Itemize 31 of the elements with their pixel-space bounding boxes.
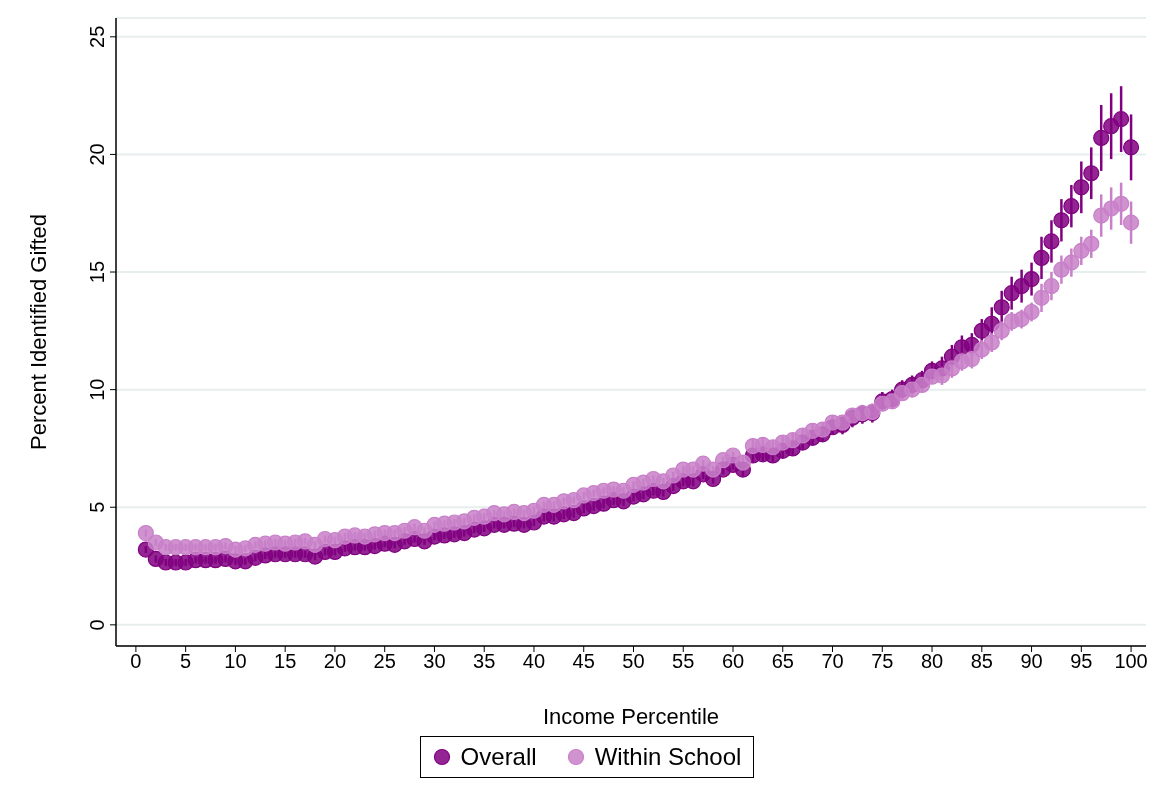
x-tick-label: 75 bbox=[871, 650, 894, 673]
x-tick-label: 90 bbox=[1020, 650, 1043, 673]
x-tick-label: 30 bbox=[423, 650, 446, 673]
legend-label: Within School bbox=[594, 743, 742, 771]
x-tick-label: 15 bbox=[274, 650, 297, 673]
y-tick-label: 15 bbox=[86, 260, 108, 284]
x-tick-label: 65 bbox=[771, 650, 794, 673]
x-tick-label: 100 bbox=[1114, 650, 1148, 673]
x-tick-label: 45 bbox=[572, 650, 595, 673]
x-axis-title: Income Percentile bbox=[542, 704, 720, 729]
y-tick-label: 5 bbox=[86, 501, 108, 513]
y-tick-label: 0 bbox=[86, 619, 108, 631]
x-tick-label: 70 bbox=[821, 650, 844, 673]
x-tick-label: 5 bbox=[180, 650, 192, 673]
y-tick-label: 25 bbox=[86, 25, 108, 48]
y-tick-label: 20 bbox=[86, 143, 108, 166]
x-tick-label: 40 bbox=[522, 650, 546, 673]
y-tick-label: 10 bbox=[86, 378, 108, 401]
x-tick-label: 60 bbox=[721, 650, 745, 673]
x-tick-label: 10 bbox=[224, 650, 247, 673]
x-tick-label: 55 bbox=[672, 650, 695, 673]
x-tick-label: 35 bbox=[473, 650, 496, 673]
x-tick-label: 20 bbox=[323, 650, 347, 673]
x-tick-label: 95 bbox=[1070, 650, 1093, 673]
y-axis-title: Percent Identified Gifted bbox=[25, 213, 51, 451]
x-tick-label: 85 bbox=[970, 650, 993, 673]
x-tick-label: 80 bbox=[920, 650, 944, 673]
legend-label: Overall bbox=[460, 743, 537, 771]
x-tick-label: 25 bbox=[373, 650, 396, 673]
x-tick-label: 0 bbox=[130, 650, 142, 673]
x-tick-label: 50 bbox=[622, 650, 645, 673]
